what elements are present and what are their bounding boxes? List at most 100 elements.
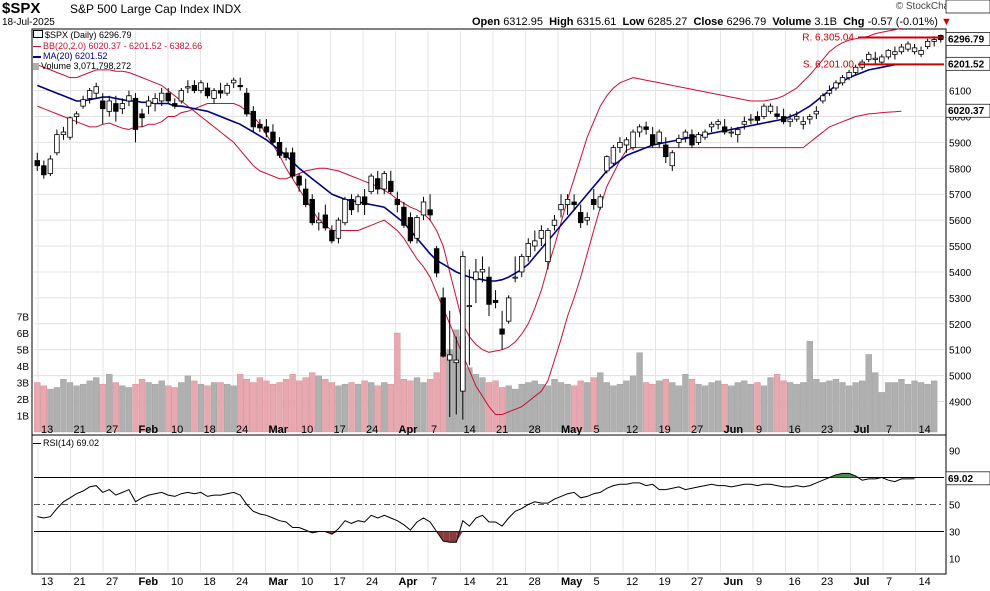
close-label: Close [693,16,724,28]
candle-body-up [505,297,512,322]
volume-bar [112,382,119,433]
x-tick-label-rsi: 12 [626,576,638,588]
candle [172,98,178,109]
volume-bar [839,382,846,433]
stockcharts-credit[interactable]: © StockCharts.com [895,1,982,12]
candle [774,106,780,120]
candle [702,129,708,140]
volume-bar [73,385,80,433]
candle-body-up [414,217,420,239]
candle [145,95,152,114]
x-tick-label-rsi: Feb [139,576,159,588]
candle [826,85,833,96]
rsi-oversold-fill [443,531,450,543]
volume-bar [361,380,368,433]
bb-lower-band [37,103,902,415]
candle-body-up [80,99,86,107]
candle [263,119,270,138]
volume-bar [708,382,715,433]
volume-bar [669,382,676,433]
volume-bar [289,374,296,433]
volume-bar [282,379,290,433]
candle-body-down [663,144,669,158]
price-tick-label: 5300 [949,294,972,305]
candle-body-up [702,131,708,138]
candle-legend-icon [33,30,43,38]
candle [630,129,636,151]
candle-body-up [767,105,774,112]
volume-bar [656,380,663,433]
candle-body-up [447,354,453,361]
candle [224,82,230,96]
candle [335,217,342,244]
x-tick-label-rsi: 14 [464,576,476,588]
volume-bar [859,380,866,433]
candle-body-up [211,90,217,99]
volume-bars [34,329,938,433]
candle-body-up [872,57,878,60]
candle [113,95,119,122]
candle-body-down [113,103,119,112]
candle [329,225,335,244]
candle-body-up [813,110,820,115]
volume-tick-label: 2B [17,395,30,406]
candle [158,88,165,107]
volume-bar [413,377,421,433]
candle [676,134,682,148]
candle [361,189,368,215]
candle [86,88,93,104]
candle-body-up [682,131,689,138]
candle-body-up [545,230,551,262]
candle-body-up [473,271,479,281]
candle-body-up [73,113,80,117]
candle-body-up [826,90,833,94]
candle [427,194,433,221]
volume-bar [197,383,205,433]
volume-bar [538,383,545,433]
bb-legend-icon [33,46,41,48]
candle [60,126,67,140]
candle [394,191,401,213]
candle-body-up [866,53,872,60]
candle [257,119,263,133]
candle-body-up [911,47,918,53]
candle [447,310,453,418]
candle-body-down [643,126,649,130]
volume-bar [40,385,47,433]
value-tags: 6296.79 6201.52 6020.37 3071798 69.02 [945,0,990,486]
candle-body-up [931,39,937,42]
volume-bar [642,382,650,433]
candle-body-up [839,77,846,84]
candle [381,170,387,195]
candle [355,194,361,213]
x-tick-label-rsi: 10 [301,576,313,588]
candle [892,46,898,60]
volume-bar [47,388,54,433]
volume-bar [773,374,781,433]
exchange-text: INDX [212,2,242,16]
candle-body-down [394,199,401,205]
volume-bar [819,382,827,433]
candle [67,116,73,140]
x-tick-label: 19 [659,424,671,436]
candle [401,202,407,228]
candle [237,77,243,91]
volume-bar [309,372,316,433]
candle-body-up [610,147,617,164]
candle-body-up [564,199,571,205]
candle [440,287,446,358]
candle [866,51,872,63]
volume-bar [885,382,892,433]
candle [126,90,132,107]
ma-tag-box [945,56,990,71]
candle-body-down [361,196,368,205]
price-tick-label: 5200 [949,320,972,331]
candle [185,80,191,94]
candle-body-down [780,116,787,123]
candle-body-up [584,217,590,221]
volume-bar [387,383,394,433]
candle-body-up [833,82,839,89]
candle [649,126,656,148]
x-tick-label-rsi: 28 [529,576,541,588]
